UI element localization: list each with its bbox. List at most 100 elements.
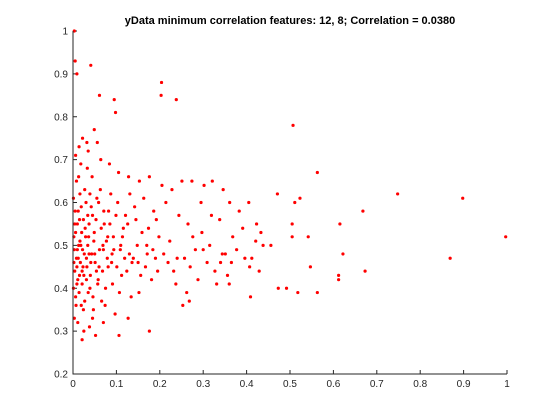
data-point <box>89 205 93 209</box>
data-point <box>261 243 265 247</box>
data-point <box>188 265 192 269</box>
data-point <box>76 278 80 282</box>
data-point <box>337 273 341 277</box>
data-point <box>82 252 86 256</box>
data-point <box>208 243 212 247</box>
data-point <box>107 162 112 166</box>
data-point <box>74 153 78 157</box>
data-point <box>91 308 95 312</box>
data-point <box>137 179 142 183</box>
data-point <box>128 192 132 196</box>
data-point <box>110 260 114 265</box>
data-point <box>227 282 231 286</box>
data-point <box>145 243 149 247</box>
x-tick-label: 0.7 <box>370 379 384 390</box>
data-point <box>135 243 139 247</box>
data-point <box>80 230 84 235</box>
data-point <box>175 256 179 260</box>
data-point <box>93 333 98 338</box>
data-point <box>80 136 85 140</box>
data-point <box>113 110 118 115</box>
data-point <box>308 265 312 269</box>
data-point <box>74 295 78 299</box>
data-point <box>218 218 222 222</box>
y-tick-label: 0.7 <box>54 155 68 166</box>
data-point <box>109 192 113 196</box>
data-point <box>119 243 123 247</box>
data-point <box>72 316 76 320</box>
data-point <box>90 175 94 179</box>
data-point <box>306 235 310 239</box>
data-point <box>110 252 114 256</box>
y-tick-label: 0.4 <box>54 284 68 295</box>
data-point <box>78 260 82 265</box>
data-point <box>89 63 93 67</box>
data-point <box>75 222 79 226</box>
data-point <box>126 175 131 179</box>
data-point <box>80 282 84 286</box>
data-point <box>80 269 84 273</box>
data-point <box>225 273 230 277</box>
data-point <box>92 230 96 235</box>
data-point <box>77 175 81 179</box>
data-point <box>90 316 95 320</box>
data-point <box>172 269 176 273</box>
data-point <box>290 222 294 226</box>
data-point <box>221 188 225 192</box>
data-point <box>112 248 116 252</box>
data-point <box>146 226 151 230</box>
data-point <box>166 260 170 265</box>
y-tick-label: 0.3 <box>54 327 68 338</box>
data-point <box>96 278 100 282</box>
data-point <box>315 170 319 175</box>
data-point <box>97 265 101 269</box>
data-point <box>95 140 99 145</box>
data-point <box>257 269 261 273</box>
data-point <box>78 239 82 243</box>
data-point <box>205 260 209 265</box>
data-point <box>143 265 148 269</box>
data-point <box>123 213 128 217</box>
data-point <box>186 222 190 226</box>
data-point <box>147 329 151 333</box>
data-point <box>74 179 79 183</box>
data-point <box>149 278 154 282</box>
data-point <box>87 252 91 256</box>
y-axis-ticks: 0.2 0.3 0.4 0.5 0.6 0.7 0.8 0.9 1 <box>54 27 77 381</box>
data-point <box>177 213 181 217</box>
data-point <box>241 226 245 230</box>
data-point <box>131 256 135 260</box>
data-point <box>231 235 235 239</box>
data-point <box>106 209 111 213</box>
data-point <box>134 218 138 222</box>
data-point <box>248 295 253 299</box>
data-point <box>117 333 121 338</box>
x-tick-label: 0.2 <box>153 379 167 390</box>
data-point <box>338 222 342 226</box>
data-point <box>79 303 83 307</box>
data-point <box>108 222 112 226</box>
data-point <box>106 235 110 239</box>
data-point <box>116 170 121 175</box>
data-point <box>396 192 400 196</box>
data-point <box>290 235 294 239</box>
x-tick-label: 1 <box>504 379 510 390</box>
data-point <box>83 299 87 303</box>
data-point <box>201 248 205 252</box>
data-point <box>248 265 252 269</box>
data-point <box>162 252 166 256</box>
data-point <box>101 248 105 252</box>
data-point <box>118 248 122 252</box>
data-point <box>104 239 109 243</box>
data-point <box>86 149 90 153</box>
data-point <box>76 256 80 260</box>
y-tick-label: 0.5 <box>54 241 68 252</box>
data-point <box>93 252 97 256</box>
data-point <box>81 265 85 269</box>
data-point <box>187 299 191 303</box>
data-point <box>159 80 164 85</box>
data-point <box>120 273 124 277</box>
data-point <box>100 299 104 303</box>
data-point <box>106 265 110 269</box>
